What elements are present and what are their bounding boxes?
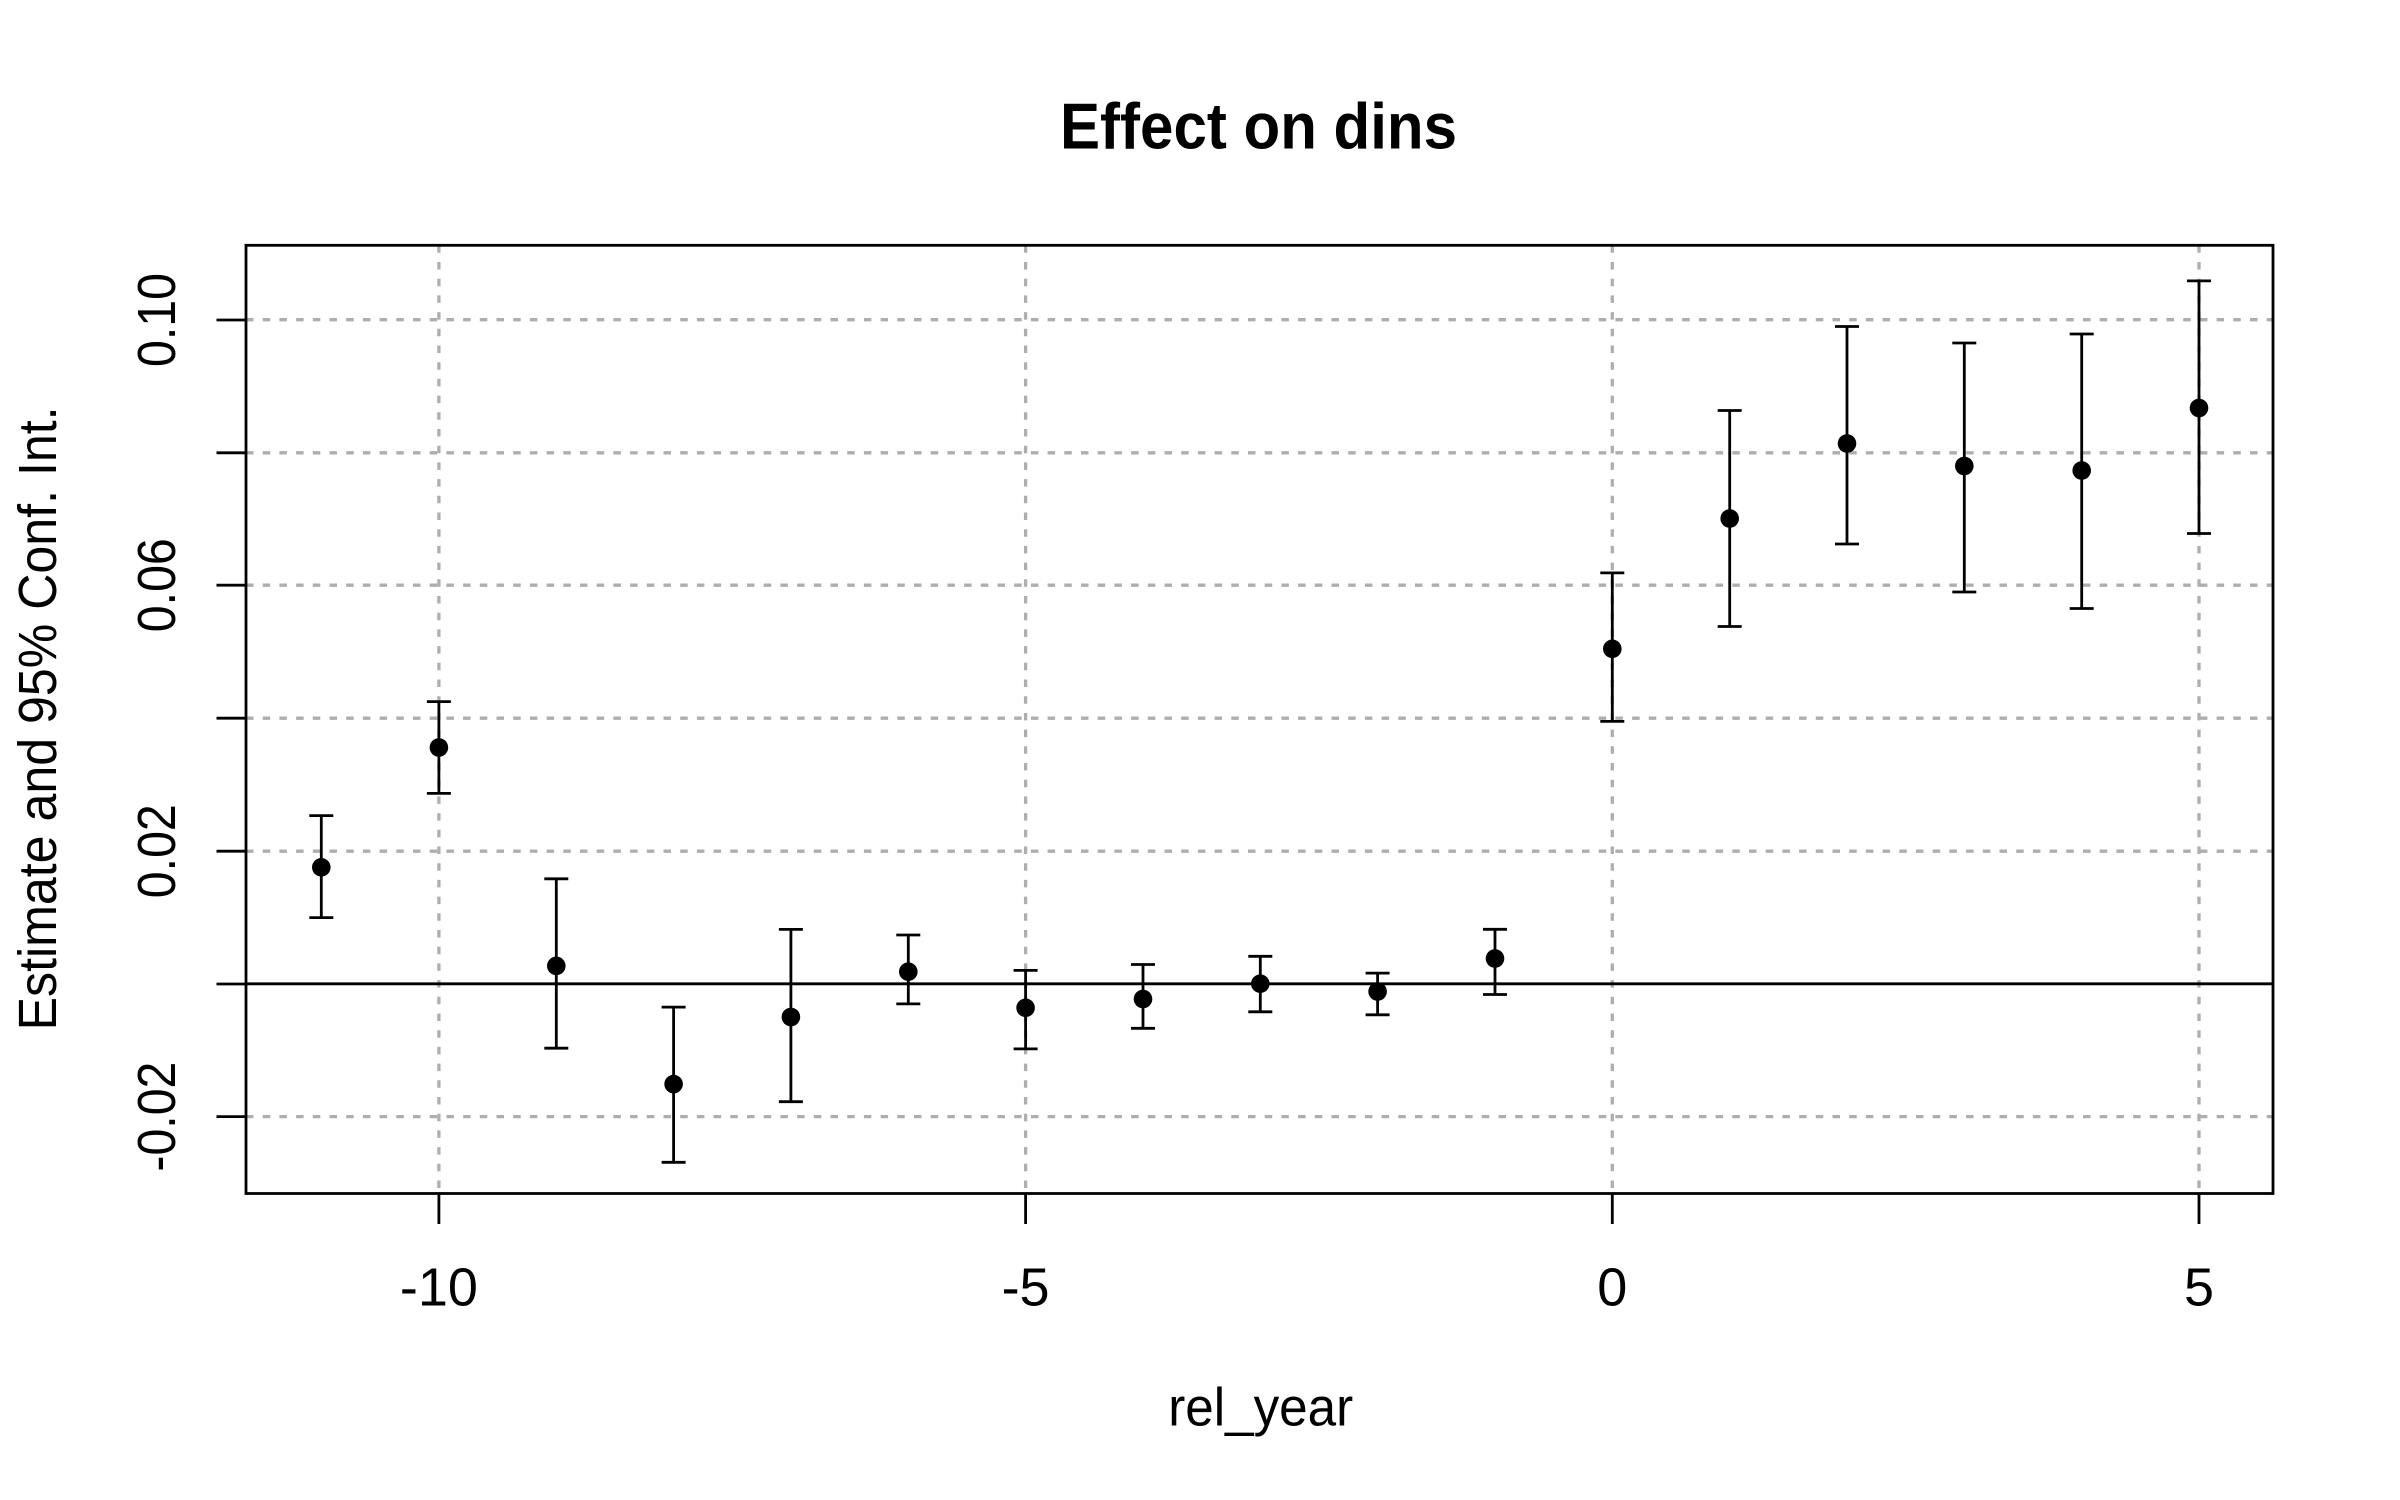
svg-text:0.10: 0.10 xyxy=(127,273,187,367)
svg-text:-5: -5 xyxy=(1002,1258,1050,1318)
svg-text:Effect on dins: Effect on dins xyxy=(1060,90,1457,163)
svg-text:rel_year: rel_year xyxy=(1168,1377,1353,1437)
svg-text:0: 0 xyxy=(1597,1258,1627,1318)
svg-text:5: 5 xyxy=(2184,1258,2214,1318)
svg-text:Estimate and 95% Conf. Int.: Estimate and 95% Conf. Int. xyxy=(8,406,68,1030)
svg-text:-0.02: -0.02 xyxy=(127,1062,187,1172)
svg-text:-10: -10 xyxy=(400,1258,478,1318)
svg-text:0.02: 0.02 xyxy=(127,804,187,898)
svg-text:0.06: 0.06 xyxy=(127,538,187,632)
